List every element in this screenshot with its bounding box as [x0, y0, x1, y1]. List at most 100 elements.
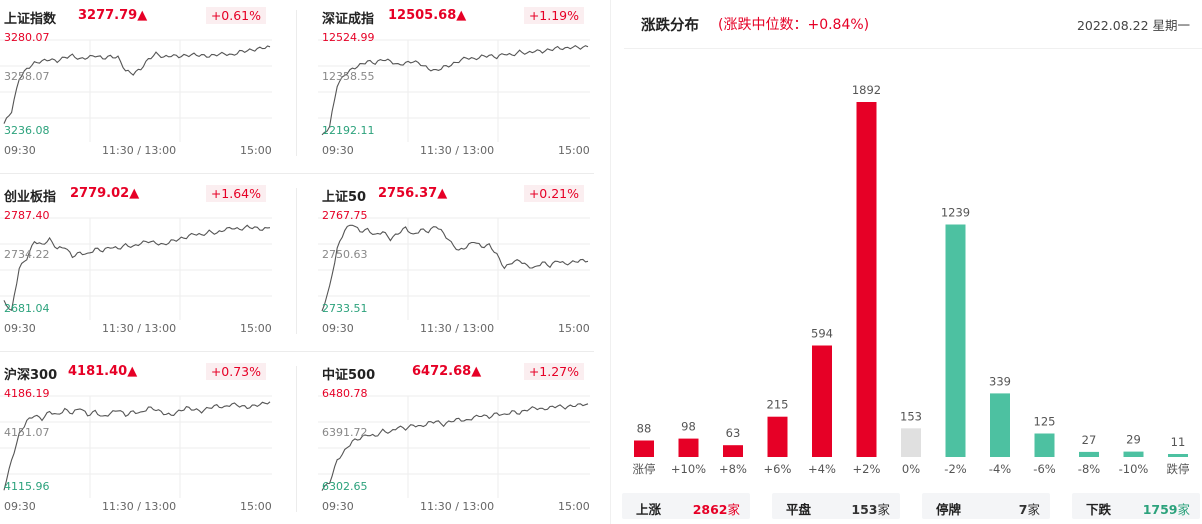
panel-separator — [296, 366, 297, 512]
summary-suspended-label: 停牌 — [936, 502, 962, 517]
sparkline-chart — [318, 395, 590, 498]
index-value: 12505.68▲ — [388, 8, 467, 23]
time-mid-label: 11:30 / 13:00 — [102, 500, 177, 513]
sparkline-grid — [0, 395, 272, 498]
sparkline-line — [321, 403, 589, 491]
summary-suspended-value: 7 — [1018, 502, 1028, 517]
sparkline-line — [3, 224, 271, 311]
distribution-bar[interactable] — [723, 445, 743, 457]
distribution-bar[interactable] — [945, 224, 966, 458]
index-value: 6472.68▲ — [412, 364, 482, 379]
bar-category-label: +8% — [719, 462, 747, 476]
time-mid-label: 11:30 / 13:00 — [420, 144, 495, 157]
sparkline-line — [3, 45, 271, 124]
sparkline-grid — [318, 395, 590, 498]
bar-value-label: 11 — [1171, 435, 1186, 449]
bar-value-label: 63 — [726, 426, 741, 440]
bar-category-label: 涨停 — [633, 462, 656, 476]
price-low-label: 12192.11 — [322, 124, 375, 137]
up-arrow-icon: ▲ — [127, 364, 138, 379]
bar-value-label: 27 — [1082, 433, 1097, 447]
index-header: 上证指数 3277.79▲ +0.61% — [0, 7, 268, 28]
index-panel-zz500[interactable]: 中证500 6472.68▲ +1.27% 6480.78 6391.72 6302.65… — [318, 356, 590, 524]
index-change: +0.61% — [205, 7, 266, 24]
distribution-bar[interactable] — [634, 440, 654, 458]
index-value: 3277.79▲ — [78, 8, 148, 23]
summary-down: 下跌 1759家 — [1072, 493, 1200, 519]
sparkline-chart — [0, 39, 272, 142]
time-end-label: 15:00 — [558, 500, 590, 513]
sparkline-line — [3, 401, 271, 491]
price-high-label: 4186.19 — [4, 387, 50, 400]
bar-value-label: 98 — [681, 420, 696, 434]
index-name: 上证指数 — [4, 12, 57, 27]
summary-up: 上涨 2862家 — [622, 493, 750, 519]
distribution-bar[interactable] — [901, 428, 921, 457]
time-start-label: 09:30 — [4, 144, 36, 157]
distribution-bar[interactable] — [990, 393, 1010, 457]
bar-category-label: +2% — [853, 462, 881, 476]
summary-up-value: 2862 — [692, 502, 728, 517]
price-low-label: 6302.65 — [322, 480, 368, 493]
distribution-bar[interactable] — [767, 416, 788, 457]
up-arrow-icon: ▲ — [456, 8, 467, 23]
time-start-label: 09:30 — [322, 322, 354, 335]
distribution-bar[interactable] — [1079, 451, 1099, 457]
time-end-label: 15:00 — [240, 500, 272, 513]
summary-down-value: 1759 — [1142, 502, 1178, 517]
sparkline-grid — [318, 217, 590, 320]
distribution-bar[interactable] — [1034, 433, 1055, 458]
index-value: 2779.02▲ — [70, 186, 140, 201]
price-high-label: 3280.07 — [4, 31, 50, 44]
summary-flat: 平盘 153家 — [772, 493, 900, 519]
bar-category-label: -2% — [944, 462, 966, 476]
distribution-bar[interactable] — [678, 438, 699, 457]
index-value: 2756.37▲ — [378, 186, 448, 201]
time-end-label: 15:00 — [558, 322, 590, 335]
bar-value-label: 29 — [1126, 433, 1141, 447]
distribution-bar-chart: 88 涨停 98 +10% 63 +8% 215 +6% 594 +4% 1892 +2% 153 0% 1… — [633, 83, 1190, 476]
distribution-bar[interactable] — [1123, 451, 1144, 457]
index-header: 创业板指 2779.02▲ +1.64% — [0, 185, 268, 206]
sparkline-chart — [0, 217, 272, 320]
distribution-bar[interactable] — [856, 102, 877, 457]
index-panel-hs300[interactable]: 沪深300 4181.40▲ +0.73% 4186.19 4151.07 4115.96… — [0, 356, 272, 524]
price-mid-label: 2750.63 — [322, 248, 368, 261]
index-change: +1.64% — [205, 185, 266, 202]
summary-suspended: 停牌 7家 — [922, 493, 1050, 519]
summary-flat-label: 平盘 — [786, 502, 812, 517]
price-high-label: 6480.78 — [322, 387, 368, 400]
index-name: 中证500 — [322, 368, 376, 383]
bar-value-label: 594 — [811, 327, 833, 341]
bar-category-label: -6% — [1033, 462, 1055, 476]
index-name: 深证成指 — [322, 12, 375, 27]
time-mid-label: 11:30 / 13:00 — [420, 322, 495, 335]
distribution-bar[interactable] — [812, 345, 832, 458]
panel-separator — [296, 10, 297, 156]
index-header: 上证50 2756.37▲ +0.21% — [318, 185, 586, 206]
index-panel-sh[interactable]: 上证指数 3277.79▲ +0.61% 3280.07 3258.07 3236.08 0… — [0, 0, 272, 170]
distribution-bar[interactable] — [1168, 454, 1188, 457]
panel-separator — [0, 173, 594, 174]
bar-category-label: +6% — [764, 462, 792, 476]
bar-value-label: 1239 — [941, 206, 970, 220]
bar-value-label: 215 — [767, 398, 789, 412]
sparkline-grid — [0, 217, 272, 320]
price-mid-label: 3258.07 — [4, 70, 50, 83]
summary-flat-unit: 家 — [877, 502, 890, 517]
sparkline-grid — [318, 39, 590, 142]
index-panel-sz[interactable]: 深证成指 12505.68▲ +1.19% 12524.99 12358.55 12192… — [318, 0, 590, 170]
index-panel-cyb[interactable]: 创业板指 2779.02▲ +1.64% 2787.40 2734.22 2681.04 0… — [0, 178, 272, 348]
distribution-median: (涨跌中位数：+0.84%) — [718, 17, 870, 33]
up-arrow-icon: ▲ — [129, 186, 140, 201]
index-panel-sz50[interactable]: 上证50 2756.37▲ +0.21% 2767.75 2750.63 2733.51 0… — [318, 178, 590, 348]
time-start-label: 09:30 — [4, 322, 36, 335]
index-value: 4181.40▲ — [68, 364, 138, 379]
up-arrow-icon: ▲ — [437, 186, 448, 201]
index-name: 上证50 — [322, 190, 367, 205]
bar-category-label: -8% — [1078, 462, 1100, 476]
index-change: +0.73% — [205, 363, 266, 380]
bar-value-label: 125 — [1034, 415, 1056, 429]
panel-separator — [0, 351, 594, 352]
price-low-label: 2681.04 — [4, 302, 50, 315]
